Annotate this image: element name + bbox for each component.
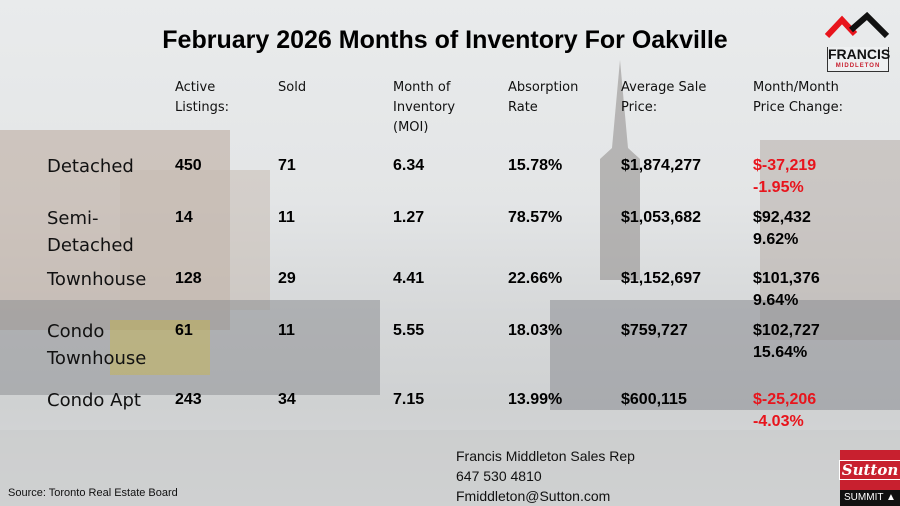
logo-summit: SUMMIT ▲ [840, 490, 900, 506]
cell-price-change: $101,376 9.64% [753, 268, 820, 312]
change-pct: -4.03% [753, 413, 804, 430]
header-line: (MOI) [393, 120, 429, 135]
background-yellow-car [110, 320, 210, 375]
cell-moi: 7.15 [393, 391, 425, 408]
change-amount: $-37,219 [753, 157, 817, 174]
cell-sold: 29 [278, 270, 296, 287]
change-amount: $-25,206 [753, 391, 817, 408]
header-line: Inventory [393, 100, 456, 115]
cell-active: 450 [175, 157, 202, 174]
background-cars-right [550, 300, 900, 410]
column-header-sold: Sold [278, 78, 306, 98]
background-road [0, 430, 900, 506]
house-roof-icon [824, 11, 890, 39]
cell-absorption: 13.99% [508, 391, 563, 408]
header-line: Rate [508, 100, 538, 115]
cell-avg-price: $759,727 [621, 322, 688, 339]
logo-francis: FRANCIS [828, 46, 891, 62]
row-label: Townhouse [47, 266, 146, 293]
header-line: Sold [278, 80, 307, 95]
header-line: Price: [621, 100, 658, 115]
logo-sutton: Sutton [838, 460, 900, 480]
change-pct: 9.64% [753, 292, 799, 309]
cell-price-change: $102,727 15.64% [753, 320, 820, 364]
cell-avg-price: $600,115 [621, 391, 687, 408]
row-label-line: Townhouse [47, 348, 147, 369]
column-header-month-price-change: Month/Month Price Change: [753, 78, 843, 118]
logo-middleton: MIDDLETON [835, 63, 881, 69]
contact-phone: 647 530 4810 [456, 468, 542, 484]
cell-moi: 1.27 [393, 209, 425, 226]
column-header-absorption-rate: Absorption Rate [508, 78, 578, 118]
header-line: Average Sale [621, 80, 707, 95]
francis-middleton-logo: FRANCIS MIDDLETON [824, 11, 891, 72]
header-line: Month of [393, 80, 451, 95]
change-amount: $101,376 [753, 270, 820, 287]
cell-moi: 4.41 [393, 270, 425, 287]
cell-absorption: 22.66% [508, 270, 563, 287]
row-label-line: Detached [47, 156, 134, 177]
page-title: February 2026 Months of Inventory For Oa… [162, 26, 728, 54]
cell-avg-price: $1,152,697 [621, 270, 702, 287]
header-line: Price Change: [753, 100, 843, 115]
sutton-summit-logo: Sutton SUMMIT ▲ [838, 450, 900, 506]
change-pct: -1.95% [753, 179, 804, 196]
cell-absorption: 78.57% [508, 209, 563, 226]
change-pct: 15.64% [753, 344, 808, 361]
cell-active: 243 [175, 391, 202, 408]
cell-sold: 34 [278, 391, 296, 408]
column-header-moi: Month of Inventory (MOI) [393, 78, 455, 138]
cell-sold: 71 [278, 157, 296, 174]
cell-moi: 5.55 [393, 322, 425, 339]
cell-price-change: $-37,219 -1.95% [753, 155, 816, 199]
column-header-average-sale-price: Average Sale Price: [621, 78, 706, 118]
row-label-line: Townhouse [47, 269, 147, 290]
row-label: Semi- Detached [47, 205, 134, 259]
column-header-active-listings: Active Listings: [175, 78, 229, 118]
row-label: Detached [47, 153, 134, 180]
cell-price-change: $92,432 9.62% [753, 207, 811, 251]
row-label: Condo Apt [47, 387, 141, 414]
header-line: Listings: [175, 100, 229, 115]
change-amount: $102,727 [753, 322, 820, 339]
cell-avg-price: $1,874,277 [621, 157, 702, 174]
row-label-line: Detached [47, 235, 134, 256]
cell-sold: 11 [278, 322, 295, 339]
header-line: Month/Month [753, 80, 839, 95]
cell-sold: 11 [278, 209, 295, 226]
contact-email[interactable]: Fmiddleton@Sutton.com [456, 488, 611, 504]
cell-active: 128 [175, 270, 202, 287]
header-line: Absorption [508, 80, 579, 95]
cell-price-change: $-25,206 -4.03% [753, 389, 816, 433]
cell-absorption: 18.03% [508, 322, 563, 339]
change-pct: 9.62% [753, 231, 799, 248]
cell-avg-price: $1,053,682 [621, 209, 702, 226]
change-amount: $92,432 [753, 209, 811, 226]
source-note: Source: Toronto Real Estate Board [8, 487, 178, 499]
cell-active: 61 [175, 322, 193, 339]
cell-active: 14 [175, 209, 193, 226]
cell-moi: 6.34 [393, 157, 425, 174]
header-line: Active [175, 80, 216, 95]
row-label-line: Semi- [47, 208, 99, 229]
row-label-line: Condo [47, 321, 105, 342]
cell-absorption: 15.78% [508, 157, 563, 174]
contact-name: Francis Middleton Sales Rep [456, 448, 635, 464]
contact-block: Francis Middleton Sales Rep 647 530 4810… [456, 446, 635, 506]
background-cars-left [0, 300, 380, 395]
row-label-line: Condo Apt [47, 390, 141, 411]
background-building-left2 [120, 170, 270, 310]
row-label: Condo Townhouse [47, 318, 146, 372]
